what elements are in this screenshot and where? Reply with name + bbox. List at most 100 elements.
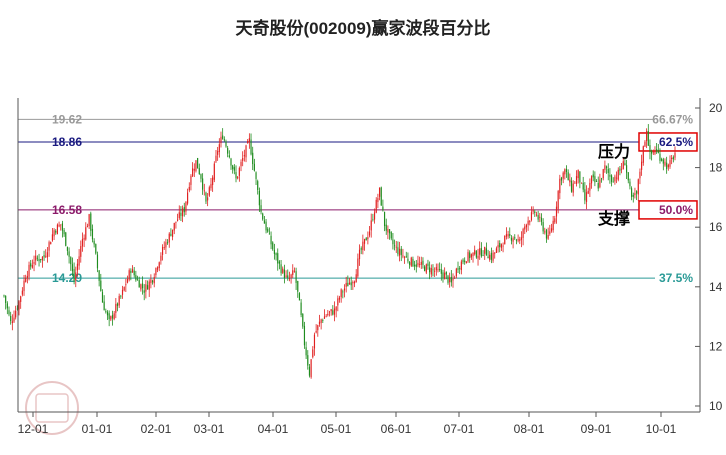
- candle-body: [340, 289, 342, 298]
- candle-body: [525, 224, 528, 228]
- candle-body: [550, 228, 553, 232]
- candle-body: [579, 171, 581, 183]
- candle-body: [255, 172, 257, 179]
- candle-body: [243, 155, 245, 157]
- candle-body: [610, 175, 613, 182]
- candle-body: [400, 248, 402, 255]
- candle-body: [193, 168, 195, 171]
- candle-body: [559, 178, 561, 194]
- candle-body: [469, 252, 471, 259]
- candle-body: [228, 155, 230, 158]
- candle-body: [275, 253, 277, 256]
- x-tick-label: 12-01: [18, 422, 49, 436]
- candle-body: [342, 291, 344, 293]
- candle-body: [182, 208, 184, 217]
- candle-body: [537, 215, 539, 220]
- candle-body: [535, 214, 538, 216]
- candle-body: [457, 268, 459, 270]
- candle-body: [3, 295, 5, 297]
- level-price-label: 18.86: [52, 135, 82, 149]
- candle-body: [439, 269, 441, 270]
- candle-body: [390, 232, 392, 239]
- candle-body: [270, 235, 272, 245]
- candle-body: [287, 275, 289, 278]
- candle-body: [213, 163, 215, 180]
- candle-body: [353, 281, 356, 284]
- candle-body: [315, 330, 317, 333]
- candle-body: [497, 245, 499, 248]
- candle-body: [557, 191, 559, 209]
- candle-body: [66, 246, 69, 251]
- candle-body: [485, 248, 487, 256]
- candle-body: [235, 172, 237, 179]
- candle-body: [477, 255, 479, 259]
- candle-body: [560, 177, 563, 181]
- candle-body: [347, 282, 349, 287]
- candle-body: [248, 138, 250, 142]
- candle-body: [554, 218, 556, 223]
- candle-body: [135, 275, 137, 281]
- candle-body: [177, 219, 179, 221]
- candle-body: [115, 303, 117, 313]
- candle-body: [564, 169, 566, 175]
- x-tick-label: 09-01: [581, 422, 612, 436]
- candle-body: [332, 310, 334, 315]
- candle-body: [125, 284, 127, 286]
- level-price-label: 16.58: [52, 203, 82, 217]
- candle-body: [632, 194, 634, 197]
- candle-body: [45, 255, 47, 257]
- candle-body: [93, 240, 95, 245]
- candle-body: [595, 181, 598, 182]
- candle-body: [192, 168, 194, 177]
- candle-body: [200, 174, 202, 179]
- candle-body: [75, 272, 77, 281]
- candle-body: [187, 192, 189, 204]
- candle-body: [487, 256, 489, 259]
- candle-body: [626, 165, 628, 173]
- candle-body: [257, 181, 259, 190]
- candle-body: [128, 270, 130, 280]
- candle-body: [183, 207, 185, 213]
- candle-body: [103, 301, 105, 311]
- candle-body: [303, 325, 306, 346]
- candle-body: [250, 139, 252, 155]
- candle-body: [166, 242, 169, 244]
- candle-body: [46, 252, 48, 258]
- candle-body: [208, 187, 210, 196]
- candle-body: [60, 224, 62, 226]
- watermark-seal: [25, 381, 79, 435]
- candle-body: [163, 247, 165, 249]
- candle-body: [197, 158, 199, 169]
- candle-body: [223, 139, 225, 141]
- candle-body: [600, 178, 603, 180]
- candle-body: [520, 237, 523, 240]
- candle-body: [589, 182, 591, 191]
- candle-body: [367, 237, 369, 240]
- candle-body: [11, 321, 13, 324]
- candle-body: [604, 165, 606, 170]
- candle-body: [629, 181, 631, 187]
- candle-body: [479, 248, 481, 255]
- candle-body: [172, 229, 174, 237]
- candle-body: [624, 163, 626, 166]
- candle-body: [544, 231, 546, 233]
- candle-body: [622, 161, 624, 169]
- candle-body: [502, 245, 504, 247]
- candle-body: [395, 246, 397, 248]
- candle-body: [509, 234, 511, 236]
- candle-body: [572, 183, 574, 193]
- candle-body: [325, 315, 327, 317]
- candle-body: [252, 152, 254, 165]
- candle-body: [28, 264, 30, 277]
- candle-body: [368, 231, 371, 236]
- candle-body: [217, 151, 219, 155]
- candle-body: [407, 258, 409, 262]
- candle-body: [539, 216, 541, 218]
- candle-body: [33, 262, 35, 264]
- candle-body: [140, 284, 142, 290]
- candle-body: [490, 252, 492, 260]
- candle-body: [123, 287, 125, 291]
- candle-body: [634, 193, 636, 196]
